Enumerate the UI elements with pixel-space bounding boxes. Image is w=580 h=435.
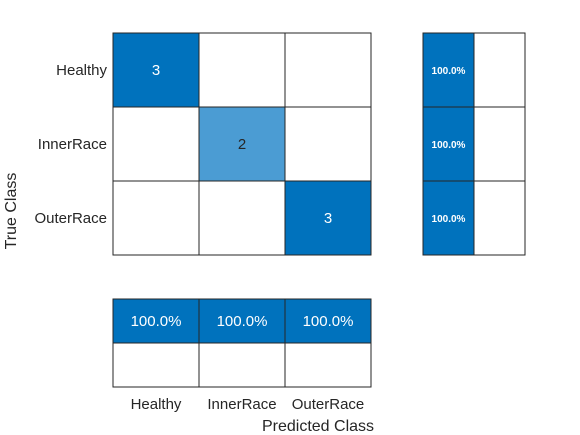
- column-summary-empty-cell: [112, 342, 200, 388]
- row-summary-value: 100.0%: [432, 140, 466, 151]
- row-summary-value: 100.0%: [432, 214, 466, 225]
- row-summary-empty-cell: [473, 32, 526, 108]
- y-tick-label: InnerRace: [38, 136, 107, 153]
- matrix-cell: [112, 32, 200, 108]
- matrix-cell: [112, 106, 200, 182]
- x-tick-label: OuterRace: [292, 396, 365, 413]
- matrix-cell: [198, 106, 286, 182]
- row-summary: 100.0% 100.0% 100.0%: [422, 32, 526, 256]
- column-summary-cell: [198, 298, 286, 344]
- matrix-cell: [284, 180, 372, 256]
- matrix-cell: [284, 106, 372, 182]
- x-tick-label: InnerRace: [207, 396, 276, 413]
- y-tick-label: Healthy: [56, 62, 107, 79]
- y-tick-label: OuterRace: [34, 210, 107, 227]
- column-summary-value: 100.0%: [131, 313, 182, 330]
- matrix-cell: [284, 32, 372, 108]
- column-summary-empty-cell: [198, 342, 286, 388]
- matrix-cell: [112, 180, 200, 256]
- row-summary-cell: [422, 180, 475, 256]
- x-axis-label: Predicted Class: [262, 418, 374, 435]
- y-axis-label: True Class: [3, 173, 20, 250]
- x-tick-label: Healthy: [131, 396, 182, 413]
- row-summary-empty-cell: [473, 106, 526, 182]
- column-summary: 100.0% 100.0% 100.0%: [112, 298, 372, 388]
- matrix-cell-value: 3: [152, 62, 160, 79]
- row-summary-empty-cell: [473, 180, 526, 256]
- column-summary-value: 100.0%: [303, 313, 354, 330]
- matrix-cell-value: 2: [238, 136, 246, 153]
- matrix-cell-value: 3: [324, 210, 332, 227]
- column-summary-empty-cell: [284, 342, 372, 388]
- row-summary-value: 100.0%: [432, 66, 466, 77]
- matrix-cell: [198, 32, 286, 108]
- tick-labels: Healthy InnerRace OuterRace Healthy InnerRac…: [34, 62, 364, 413]
- column-summary-value: 100.0%: [217, 313, 268, 330]
- matrix-cell: [198, 180, 286, 256]
- matrix-cells: 3 2 3: [112, 32, 372, 256]
